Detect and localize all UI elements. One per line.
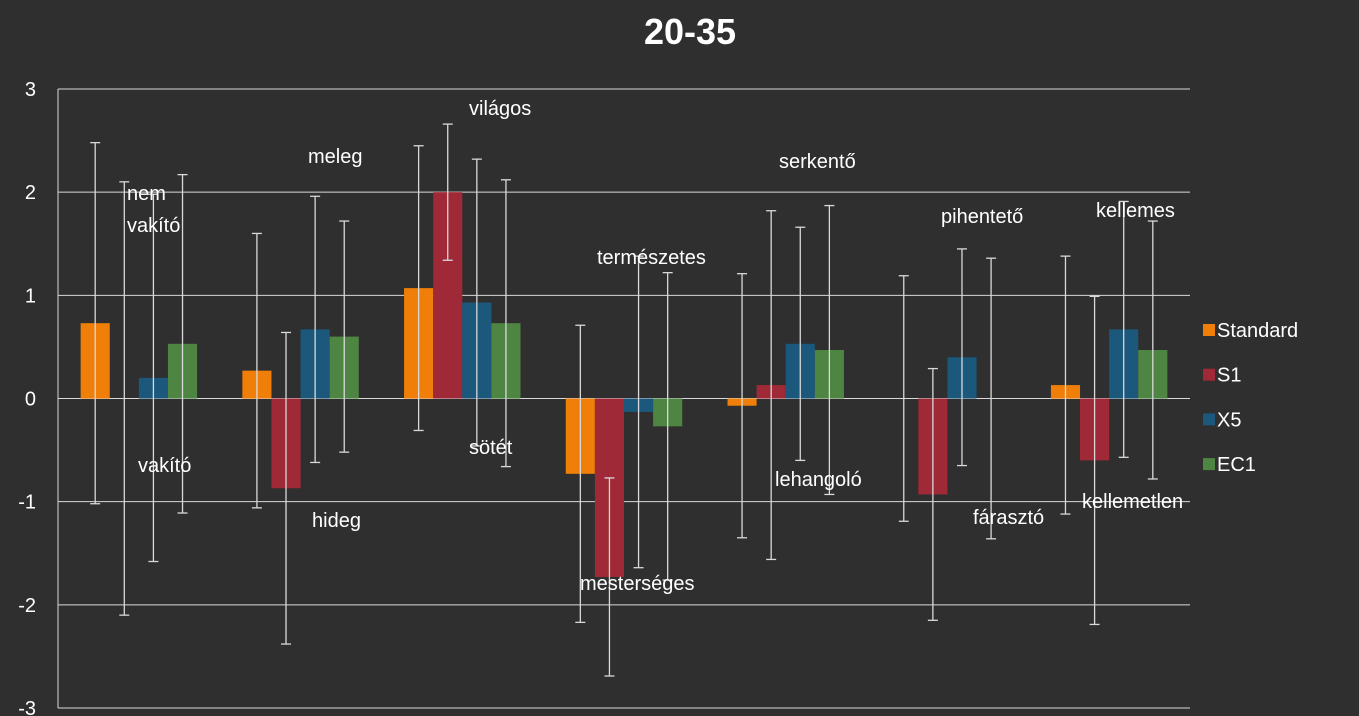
error-bar bbox=[471, 158, 482, 447]
annotation: természetes bbox=[597, 247, 706, 269]
legend-label: X5 bbox=[1217, 409, 1241, 431]
legend-swatch bbox=[1203, 458, 1215, 471]
error-bar bbox=[1089, 295, 1100, 626]
chart-title: 20-35 bbox=[644, 11, 736, 52]
y-tick-label: 3 bbox=[25, 79, 36, 101]
y-tick-label: -1 bbox=[18, 492, 36, 514]
annotation: pihentető bbox=[941, 206, 1023, 228]
annotation: sötét bbox=[469, 437, 513, 459]
error-bar bbox=[766, 210, 777, 561]
error-bar bbox=[148, 193, 159, 563]
legend-label: EC1 bbox=[1217, 454, 1256, 476]
legend-swatch bbox=[1203, 368, 1215, 381]
legend-label: S1 bbox=[1217, 365, 1241, 387]
error-bar bbox=[281, 331, 292, 645]
error-bar bbox=[824, 204, 835, 496]
error-bar bbox=[795, 226, 806, 462]
error-bar bbox=[898, 275, 909, 522]
error-bar bbox=[633, 255, 644, 569]
legend-label: Standard bbox=[1217, 320, 1298, 342]
annotation: kellemes bbox=[1096, 200, 1175, 222]
error-bar bbox=[1147, 220, 1158, 480]
error-bar bbox=[413, 145, 424, 432]
y-tick-label: -3 bbox=[18, 698, 36, 716]
error-bar bbox=[442, 123, 453, 261]
error-bar bbox=[119, 181, 130, 616]
annotation: hideg bbox=[312, 510, 361, 532]
annotation: serkentő bbox=[779, 151, 856, 173]
y-tick-label: -2 bbox=[18, 595, 36, 617]
error-bar bbox=[251, 232, 262, 509]
legend-swatch bbox=[1203, 324, 1215, 336]
annotation: nem vakító bbox=[127, 183, 180, 237]
error-bar bbox=[177, 173, 188, 514]
error-bar bbox=[339, 220, 350, 453]
y-tick-label: 1 bbox=[25, 285, 36, 307]
error-bar bbox=[1060, 255, 1071, 515]
error-bar bbox=[662, 271, 673, 581]
error-bar bbox=[310, 195, 321, 464]
error-bar bbox=[1118, 200, 1129, 458]
annotation: meleg bbox=[308, 146, 362, 168]
annotation: fárasztó bbox=[973, 507, 1044, 529]
error-bar bbox=[575, 324, 586, 624]
error-bar bbox=[737, 273, 748, 539]
annotation: vakító bbox=[138, 455, 191, 477]
legend-swatch bbox=[1203, 413, 1215, 426]
y-tick-label: 2 bbox=[25, 182, 36, 204]
annotation: mesterséges bbox=[580, 573, 695, 595]
error-bar bbox=[500, 179, 511, 468]
annotation: világos bbox=[469, 98, 531, 120]
error-bar bbox=[927, 367, 938, 621]
annotation: lehangoló bbox=[775, 469, 862, 491]
error-bar bbox=[604, 477, 615, 677]
y-tick-label: 0 bbox=[25, 389, 36, 411]
error-bar bbox=[986, 257, 997, 540]
annotation: kellemetlen bbox=[1082, 491, 1183, 513]
error-bar bbox=[956, 248, 967, 467]
error-bar bbox=[90, 141, 101, 505]
